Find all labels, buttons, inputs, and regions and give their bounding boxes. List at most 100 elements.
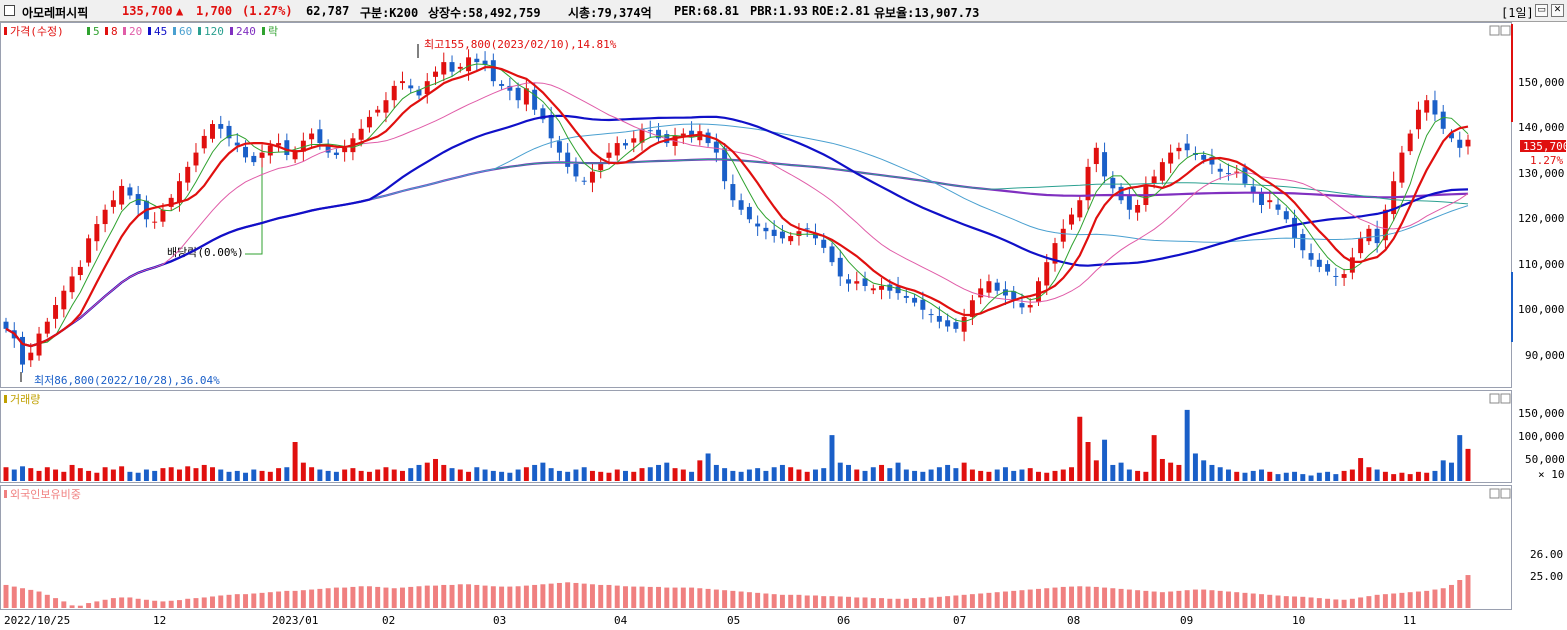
price-panel-maximize-icon[interactable]: [1489, 25, 1500, 36]
volume-bar: [457, 469, 463, 481]
volume-bar: [969, 469, 975, 481]
candle: [507, 77, 513, 101]
candle: [639, 123, 645, 151]
foreign-ratio-bar: [69, 605, 75, 608]
foreign-ratio-bar: [647, 586, 653, 608]
volume-bar: [1126, 469, 1132, 481]
volume-bar: [243, 472, 249, 481]
candle: [1308, 243, 1314, 267]
candle: [1168, 144, 1174, 174]
candle: [623, 139, 628, 150]
foreign-panel-close-icon[interactable]: [1500, 488, 1511, 499]
candle-body: [1325, 264, 1331, 272]
volume-bar: [391, 469, 397, 481]
foreign-ratio-bar: [1349, 598, 1355, 608]
volume-bar: [127, 471, 133, 481]
foreign-ratio-bar: [267, 592, 273, 608]
candle-body: [1382, 209, 1388, 241]
legend-ma120-marker-icon: [198, 27, 201, 35]
foreign-ratio-bar: [945, 596, 951, 608]
foreign-ratio-bar: [1135, 590, 1141, 608]
volume-bar: [870, 467, 876, 481]
foreign-ratio-bar: [540, 584, 546, 608]
candle: [862, 271, 868, 292]
volume-bar: [325, 470, 331, 481]
volume-bar: [746, 469, 752, 481]
candle-body: [515, 87, 521, 101]
close-icon[interactable]: ✕: [1551, 4, 1564, 17]
candle: [1234, 164, 1240, 178]
candle-body: [1011, 291, 1017, 301]
candle-body: [565, 152, 571, 167]
price-panel-close-icon[interactable]: [1500, 25, 1511, 36]
candle-body: [1465, 139, 1471, 147]
candle-body: [532, 89, 538, 110]
stock-marker-icon: [4, 5, 15, 16]
foreign-legend: 외국인보유비중: [10, 488, 81, 501]
foreign-ratio-bar: [449, 584, 455, 608]
foreign-ratio-bar: [1143, 590, 1149, 608]
foreign-ratio-bar: [127, 597, 133, 608]
foreign-ratio-bar: [36, 591, 42, 608]
candle-body: [771, 229, 777, 236]
x-axis: 2022/10/25 12 2023/01 02 03 04 05 06 07 …: [4, 614, 1416, 627]
volume-panel-close-icon[interactable]: [1500, 393, 1511, 404]
candle: [176, 173, 182, 212]
foreign-ratio-bar: [672, 587, 678, 608]
legend-ma45-marker-icon: [148, 27, 151, 35]
candle-body: [623, 143, 628, 146]
period-selector[interactable]: [1일]: [1501, 6, 1534, 20]
volume-bar: [515, 469, 521, 481]
foreign-ratio-bar: [1407, 592, 1413, 608]
candle-body: [309, 133, 315, 140]
candle-body: [1333, 275, 1339, 277]
volume-bar: [342, 469, 348, 481]
ma8-line: [5, 66, 1469, 348]
candle-body: [1201, 154, 1207, 160]
candle-body: [226, 125, 232, 139]
candle: [573, 157, 579, 182]
candle-body: [482, 60, 488, 65]
foreign-ratio-bar: [86, 603, 92, 608]
restore-icon[interactable]: ▭: [1535, 4, 1548, 17]
foreign-ratio-bar: [160, 601, 166, 608]
candle: [1176, 142, 1182, 160]
volume-bar: [466, 471, 472, 481]
candle-body: [639, 128, 645, 143]
candle: [689, 121, 695, 143]
volume-panel-maximize-icon[interactable]: [1489, 393, 1500, 404]
volume-bar: [441, 464, 447, 481]
price-tick-label: 140,000: [1518, 121, 1564, 134]
stock-name[interactable]: 아모레퍼시픽: [22, 6, 89, 20]
candle-body: [895, 286, 901, 294]
candle-body: [20, 336, 25, 365]
foreign-ratio-bar: [375, 586, 381, 608]
volume-bar: [1192, 453, 1198, 481]
listed-shares: 상장수:58,492,759: [428, 6, 541, 20]
candle-body: [201, 135, 207, 149]
candle-body: [366, 116, 372, 128]
foreign-panel-maximize-icon[interactable]: [1489, 488, 1500, 499]
candle-body: [251, 155, 257, 163]
legend-ma20-marker-icon: [123, 27, 126, 35]
candle-body: [28, 352, 34, 361]
price-chart[interactable]: 가격(수정) 5 8 20 45 60 120 240 락: [0, 22, 1567, 630]
candle: [1069, 207, 1075, 230]
foreign-ratio-bar: [796, 594, 802, 608]
candle-body: [152, 221, 158, 223]
x-tick-label: 03: [493, 614, 506, 627]
volume-bar: [994, 469, 1000, 481]
x-tick-label: 08: [1067, 614, 1080, 627]
price-tick-label: 120,000: [1518, 212, 1564, 225]
candle: [532, 83, 538, 115]
volume-bar: [771, 467, 777, 481]
volume-bar: [763, 470, 769, 481]
candle: [1011, 285, 1017, 309]
foreign-ratio-bar: [1465, 575, 1471, 608]
foreign-ratio-bar: [28, 589, 34, 608]
volume-bar: [259, 470, 265, 481]
candle: [375, 105, 381, 117]
candle-body: [490, 60, 496, 82]
ma20-line: [5, 82, 1469, 347]
